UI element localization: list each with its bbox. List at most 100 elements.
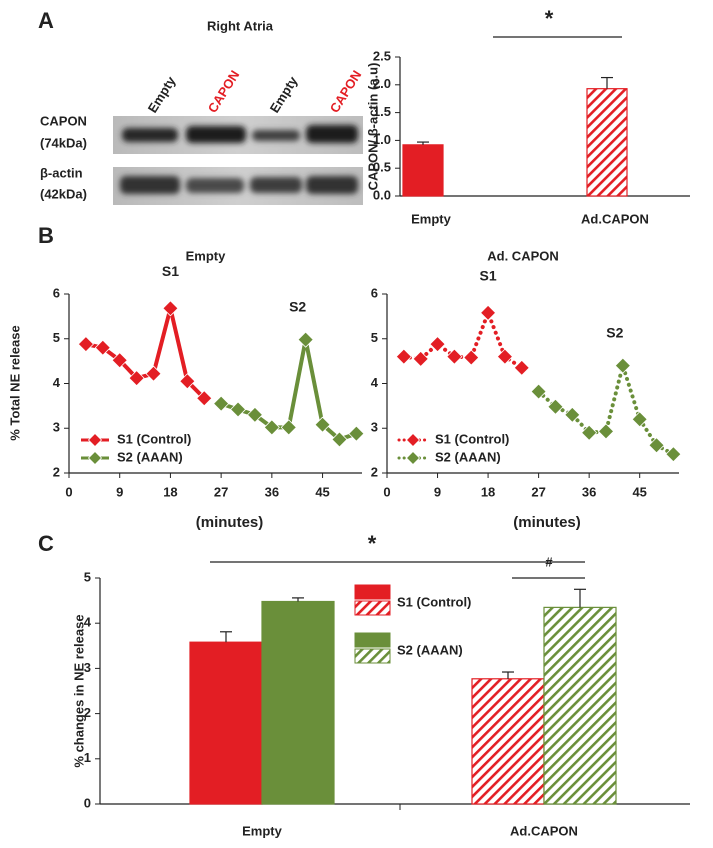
x-tick-label: 9	[434, 484, 441, 499]
y-tick-label: 1.5	[373, 104, 391, 119]
x-tick-label: 18	[163, 484, 177, 499]
x-tick-label: Empty	[242, 823, 283, 838]
legend-label: S2 (AAAN)	[435, 449, 501, 464]
marker	[162, 300, 179, 317]
marker	[111, 352, 128, 369]
x-tick-label: 27	[531, 484, 545, 499]
row-label: CAPON	[40, 113, 87, 128]
bar	[471, 678, 545, 805]
lane-label: Empty	[267, 73, 301, 115]
marker	[213, 395, 230, 412]
marker	[665, 446, 682, 463]
x-tick-label: 0	[383, 484, 390, 499]
y-axis-label: % Total NE release	[7, 325, 22, 440]
peak-annotation: S1	[162, 263, 179, 279]
panel-label: A	[38, 8, 54, 33]
marker	[513, 359, 530, 376]
marker	[429, 336, 446, 353]
y-axis-label: CAPON/ β-actin (a.u)	[365, 63, 380, 191]
peak-annotation: S2	[606, 324, 623, 340]
marker	[614, 357, 631, 374]
y-tick-label: 3	[84, 660, 91, 675]
legend-marker	[405, 432, 421, 448]
marker	[229, 401, 247, 418]
y-tick-label: 2	[84, 705, 91, 720]
bar	[189, 641, 263, 805]
marker	[463, 349, 480, 366]
marker	[581, 424, 598, 441]
y-tick-label: 3	[53, 420, 60, 435]
x-tick-label: 36	[582, 484, 596, 499]
marker	[331, 431, 348, 448]
marker	[94, 339, 111, 356]
marker	[179, 373, 196, 390]
y-axis-label: % changes in NE release	[71, 614, 86, 767]
significance-mark: *	[545, 6, 554, 31]
x-tick-label: 0	[65, 484, 72, 499]
lane-label: CAPON	[205, 68, 243, 116]
marker	[496, 348, 513, 365]
legend-label: S1 (Control)	[397, 594, 471, 609]
marker	[280, 419, 297, 436]
legend-label: S2 (AAAN)	[397, 642, 463, 657]
y-tick-label: 0.0	[373, 187, 391, 202]
marker	[145, 365, 162, 382]
marker	[530, 383, 547, 400]
y-tick-label: 4	[53, 375, 61, 390]
significance-mark: *	[368, 531, 377, 556]
legend-swatch	[354, 632, 391, 648]
marker	[597, 423, 615, 440]
y-tick-label: 2.5	[373, 48, 391, 63]
y-tick-label: 6	[53, 285, 60, 300]
chart-title: Empty	[186, 248, 227, 263]
legend-marker	[87, 432, 103, 448]
x-tick-label: 36	[265, 484, 279, 499]
marker	[648, 437, 665, 454]
y-tick-label: 2	[53, 464, 60, 479]
marker	[564, 406, 581, 423]
marker	[263, 419, 280, 436]
x-tick-label: Ad.CAPON	[581, 211, 649, 226]
marker	[547, 398, 564, 415]
y-tick-label: 5	[53, 330, 60, 345]
legend-label: S1 (Control)	[117, 431, 191, 446]
y-tick-label: 6	[371, 285, 378, 300]
marker	[412, 350, 429, 367]
panel-label: B	[38, 223, 54, 248]
marker	[314, 416, 331, 433]
peak-annotation: S1	[480, 267, 497, 283]
chart-title: Ad. CAPON	[487, 248, 559, 263]
legend-label: S1 (Control)	[435, 431, 509, 446]
x-tick-label: Ad.CAPON	[510, 823, 578, 838]
lane-label: Empty	[145, 73, 179, 115]
panel-label: C	[38, 531, 54, 556]
y-tick-label: 5	[371, 330, 378, 345]
bar	[543, 606, 617, 805]
x-tick-label: 27	[214, 484, 228, 499]
legend-swatch	[354, 600, 391, 616]
marker	[196, 390, 213, 407]
marker	[395, 348, 412, 365]
x-tick-label: 18	[481, 484, 495, 499]
y-tick-label: 5	[84, 569, 91, 584]
y-tick-label: 4	[371, 375, 379, 390]
legend-marker	[405, 450, 421, 466]
marker	[446, 348, 463, 365]
series-line	[536, 358, 676, 457]
y-tick-label: 1	[84, 750, 91, 765]
marker	[348, 425, 365, 442]
y-tick-label: 0.5	[373, 160, 391, 175]
x-tick-label: 45	[632, 484, 646, 499]
marker	[77, 336, 94, 353]
blot: Right Atria Empty CAPON Empty CAPON CAPO…	[40, 18, 364, 205]
marker	[480, 304, 497, 321]
y-tick-label: 3	[371, 420, 378, 435]
x-tick-label: 9	[116, 484, 123, 499]
legend-marker	[87, 450, 103, 466]
bar	[261, 600, 335, 805]
lane-label: CAPON	[327, 68, 365, 116]
legend-label: S2 (AAAN)	[117, 449, 183, 464]
bar	[402, 144, 444, 197]
significance-mark: #	[545, 554, 553, 569]
